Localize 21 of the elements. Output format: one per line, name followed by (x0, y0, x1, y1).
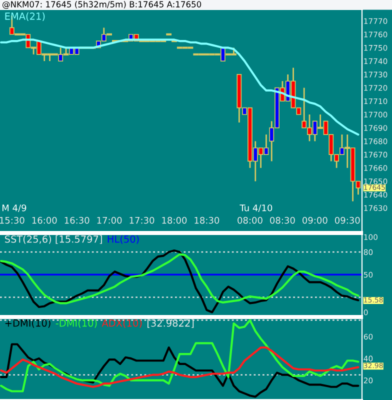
ref-line-label: HL(50) (108, 235, 139, 244)
x-tick-label: 08:00 (238, 216, 262, 224)
x-tick-label: 09:00 (302, 216, 328, 224)
series-label: +DMI(10) (5, 319, 50, 328)
text: EMA(21) (5, 12, 45, 22)
chart-title: @NKM07: 17645 (5h32m/5m) B:17645 A:17650 (2, 1, 202, 9)
text: -DMI(10) (56, 319, 97, 328)
x-tick-label: 18:30 (194, 216, 220, 224)
annotation: Tu 4/10 (240, 204, 272, 212)
x-tick-label: 16:30 (64, 216, 90, 224)
x-tick-label: 18:00 (162, 216, 187, 224)
x-tick-label: 15:30 (0, 216, 24, 224)
annotation: [32.9822] (147, 319, 194, 328)
x-tick-label: 09:30 (334, 216, 360, 224)
x-tick-label: 16:00 (32, 216, 57, 224)
x-tick-label: 08:30 (270, 216, 295, 224)
x-tick-label: 17:00 (97, 216, 122, 224)
x-tick-label: 17:30 (130, 216, 154, 224)
annotation: M 4/9 (2, 204, 26, 212)
text: ADX(10) (102, 319, 142, 328)
chart-title: SST(25,6) [15.5797] (4, 235, 102, 244)
